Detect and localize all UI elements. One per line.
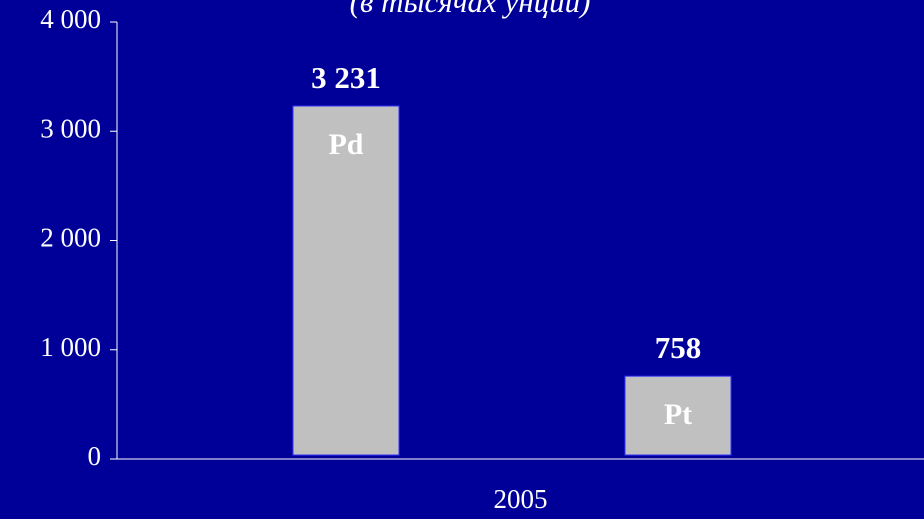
bar-value-label: 758 — [655, 330, 702, 365]
series-label: Pd — [328, 128, 363, 161]
y-tick-label: 3 000 — [40, 113, 101, 143]
y-tick-label: 4 000 — [40, 4, 101, 34]
y-tick-label: 0 — [88, 441, 102, 471]
bar-value-label: 3 231 — [311, 60, 381, 95]
bar — [624, 375, 732, 456]
chart-subtitle: (в тысячах унций) — [350, 0, 591, 19]
series-label: Pt — [664, 398, 692, 431]
x-tick-label: 2005 — [494, 484, 548, 514]
bar — [292, 105, 400, 456]
y-tick-label: 2 000 — [40, 223, 101, 253]
y-tick-label: 1 000 — [40, 332, 101, 362]
